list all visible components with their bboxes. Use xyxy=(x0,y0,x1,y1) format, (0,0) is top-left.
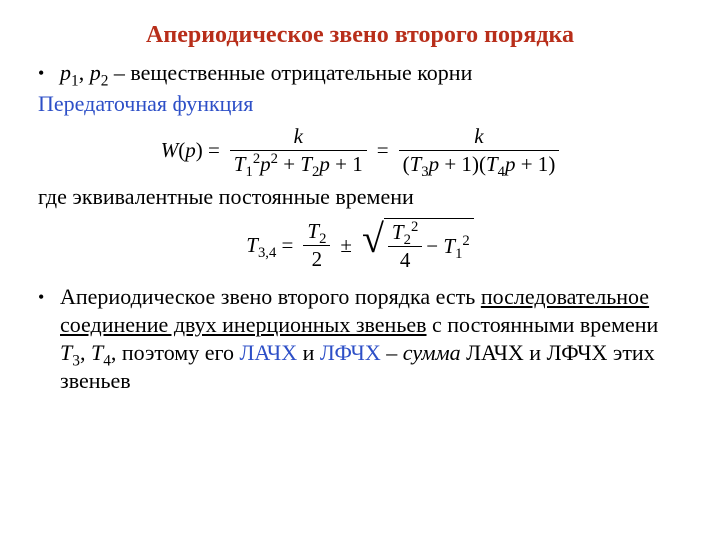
frac1-num: k xyxy=(290,125,307,148)
radicand: T22 4 − T12 xyxy=(384,218,474,272)
frac2-num: k xyxy=(470,125,487,148)
b2-T4: T xyxy=(91,340,103,365)
frac2-bar xyxy=(399,150,560,151)
f2-frac2: T22 4 xyxy=(388,221,422,272)
b2-sub3: 3 xyxy=(72,352,80,369)
rparen: ) xyxy=(196,138,203,162)
f2-frac1-bar xyxy=(303,245,330,246)
d2a-lpar: ( xyxy=(403,152,410,176)
d1-plus2: + 1 xyxy=(330,152,363,176)
b2-lfchx: ЛФЧХ xyxy=(320,340,381,365)
roots-rest: – вещественные отрицательные корни xyxy=(108,60,472,85)
fraction-2: k (T3p + 1)(T4p + 1) xyxy=(399,125,560,176)
f2-frac1-T: T xyxy=(307,219,319,243)
formula-transfer-function: W(p) = k T12p2 + T2p + 1 = k (T3p + 1)(T… xyxy=(38,125,682,176)
f2-frac2-num: T22 xyxy=(388,221,422,244)
d2b-T: T xyxy=(486,152,498,176)
eq-2: = xyxy=(377,138,389,163)
sub-1: 1 xyxy=(71,72,79,89)
f2-T1-sub: 1 xyxy=(455,247,462,263)
d2a-plus: + 1 xyxy=(439,152,472,176)
bullet-roots-text: p1, p2 – вещественные отрицательные корн… xyxy=(60,59,682,87)
bullet-roots: • p1, p2 – вещественные отрицательные ко… xyxy=(38,59,682,87)
fraction-1: k T12p2 + T2p + 1 xyxy=(230,125,367,176)
f2-minus: − xyxy=(426,234,443,258)
bullet-series-connection: • Апериодическое звено второго порядка е… xyxy=(38,283,682,396)
d2a-p: p xyxy=(429,152,440,176)
b2-part1: Апериодическое звено второго порядка ест… xyxy=(60,284,481,309)
bullet-marker: • xyxy=(38,59,60,85)
b2-part2a: с постоянными времени xyxy=(427,312,659,337)
d2b-p: p xyxy=(505,152,516,176)
b2-part2b: , поэтому его xyxy=(111,340,240,365)
formula-time-constants: T3,4 = T2 2 ± √ T22 4 − T12 xyxy=(38,218,682,272)
var-p2: p xyxy=(90,60,101,85)
f2-T1-sup: 2 xyxy=(462,233,469,249)
d2a-sub: 3 xyxy=(421,164,428,180)
sym-W: W xyxy=(161,138,179,162)
b2-sum: сумма xyxy=(403,340,461,365)
b2-sub4: 4 xyxy=(103,352,111,369)
b2-and: и xyxy=(297,340,320,365)
d2b-sub: 4 xyxy=(498,164,505,180)
d1-T1: T xyxy=(234,152,246,176)
slide-title: Апериодическое звено второго порядка xyxy=(38,22,682,49)
f2-frac2-T: T xyxy=(392,220,404,244)
var-p1: p xyxy=(60,60,71,85)
f2-T1: T xyxy=(443,234,455,258)
eq-1: = xyxy=(203,138,220,162)
d2b-rpar: ) xyxy=(548,152,555,176)
d1-T2: T xyxy=(300,152,312,176)
f2-frac1: T2 2 xyxy=(303,220,330,271)
d1-plus1: + xyxy=(278,152,300,176)
sym-p: p xyxy=(185,138,196,162)
bullet-2-text: Апериодическое звено второго порядка ест… xyxy=(60,283,682,396)
f2-frac1-den: 2 xyxy=(308,248,327,271)
d1-p2: p xyxy=(319,152,330,176)
f2-T-sub: 3,4 xyxy=(258,245,276,261)
where-label: где эквивалентные постоянные времени xyxy=(38,184,682,210)
f2-frac2-den: 4 xyxy=(396,249,415,272)
f2-frac1-num: T2 xyxy=(303,220,330,243)
d2b-lpar: ( xyxy=(479,152,486,176)
frac2-den: (T3p + 1)(T4p + 1) xyxy=(399,153,560,176)
f2-frac2-bar xyxy=(388,246,422,247)
b2-dash: – xyxy=(381,340,403,365)
d2b-plus: + 1 xyxy=(515,152,548,176)
f2-frac2-sup: 2 xyxy=(411,219,418,235)
frac1-den: T12p2 + T2p + 1 xyxy=(230,153,367,176)
d2a-T: T xyxy=(410,152,422,176)
f2-sqrt: √ T22 4 − T12 xyxy=(362,218,474,272)
d1-p: p xyxy=(260,152,271,176)
f2-T: T xyxy=(246,233,258,257)
b2-lachx: ЛАЧХ xyxy=(239,340,297,365)
b2-comma: , xyxy=(80,340,91,365)
f2-eq: = xyxy=(276,233,293,257)
d1-p-sup: 2 xyxy=(271,151,278,167)
transfer-function-label: Передаточная функция xyxy=(38,91,682,117)
comma: , xyxy=(79,60,90,85)
bullet-marker-2: • xyxy=(38,283,60,309)
d1-T1-sub: 1 xyxy=(245,164,252,180)
radical-sign: √ xyxy=(362,221,384,275)
b2-T3: T xyxy=(60,340,72,365)
d2a-rpar: ) xyxy=(472,152,479,176)
f2-pm: ± xyxy=(340,233,352,258)
